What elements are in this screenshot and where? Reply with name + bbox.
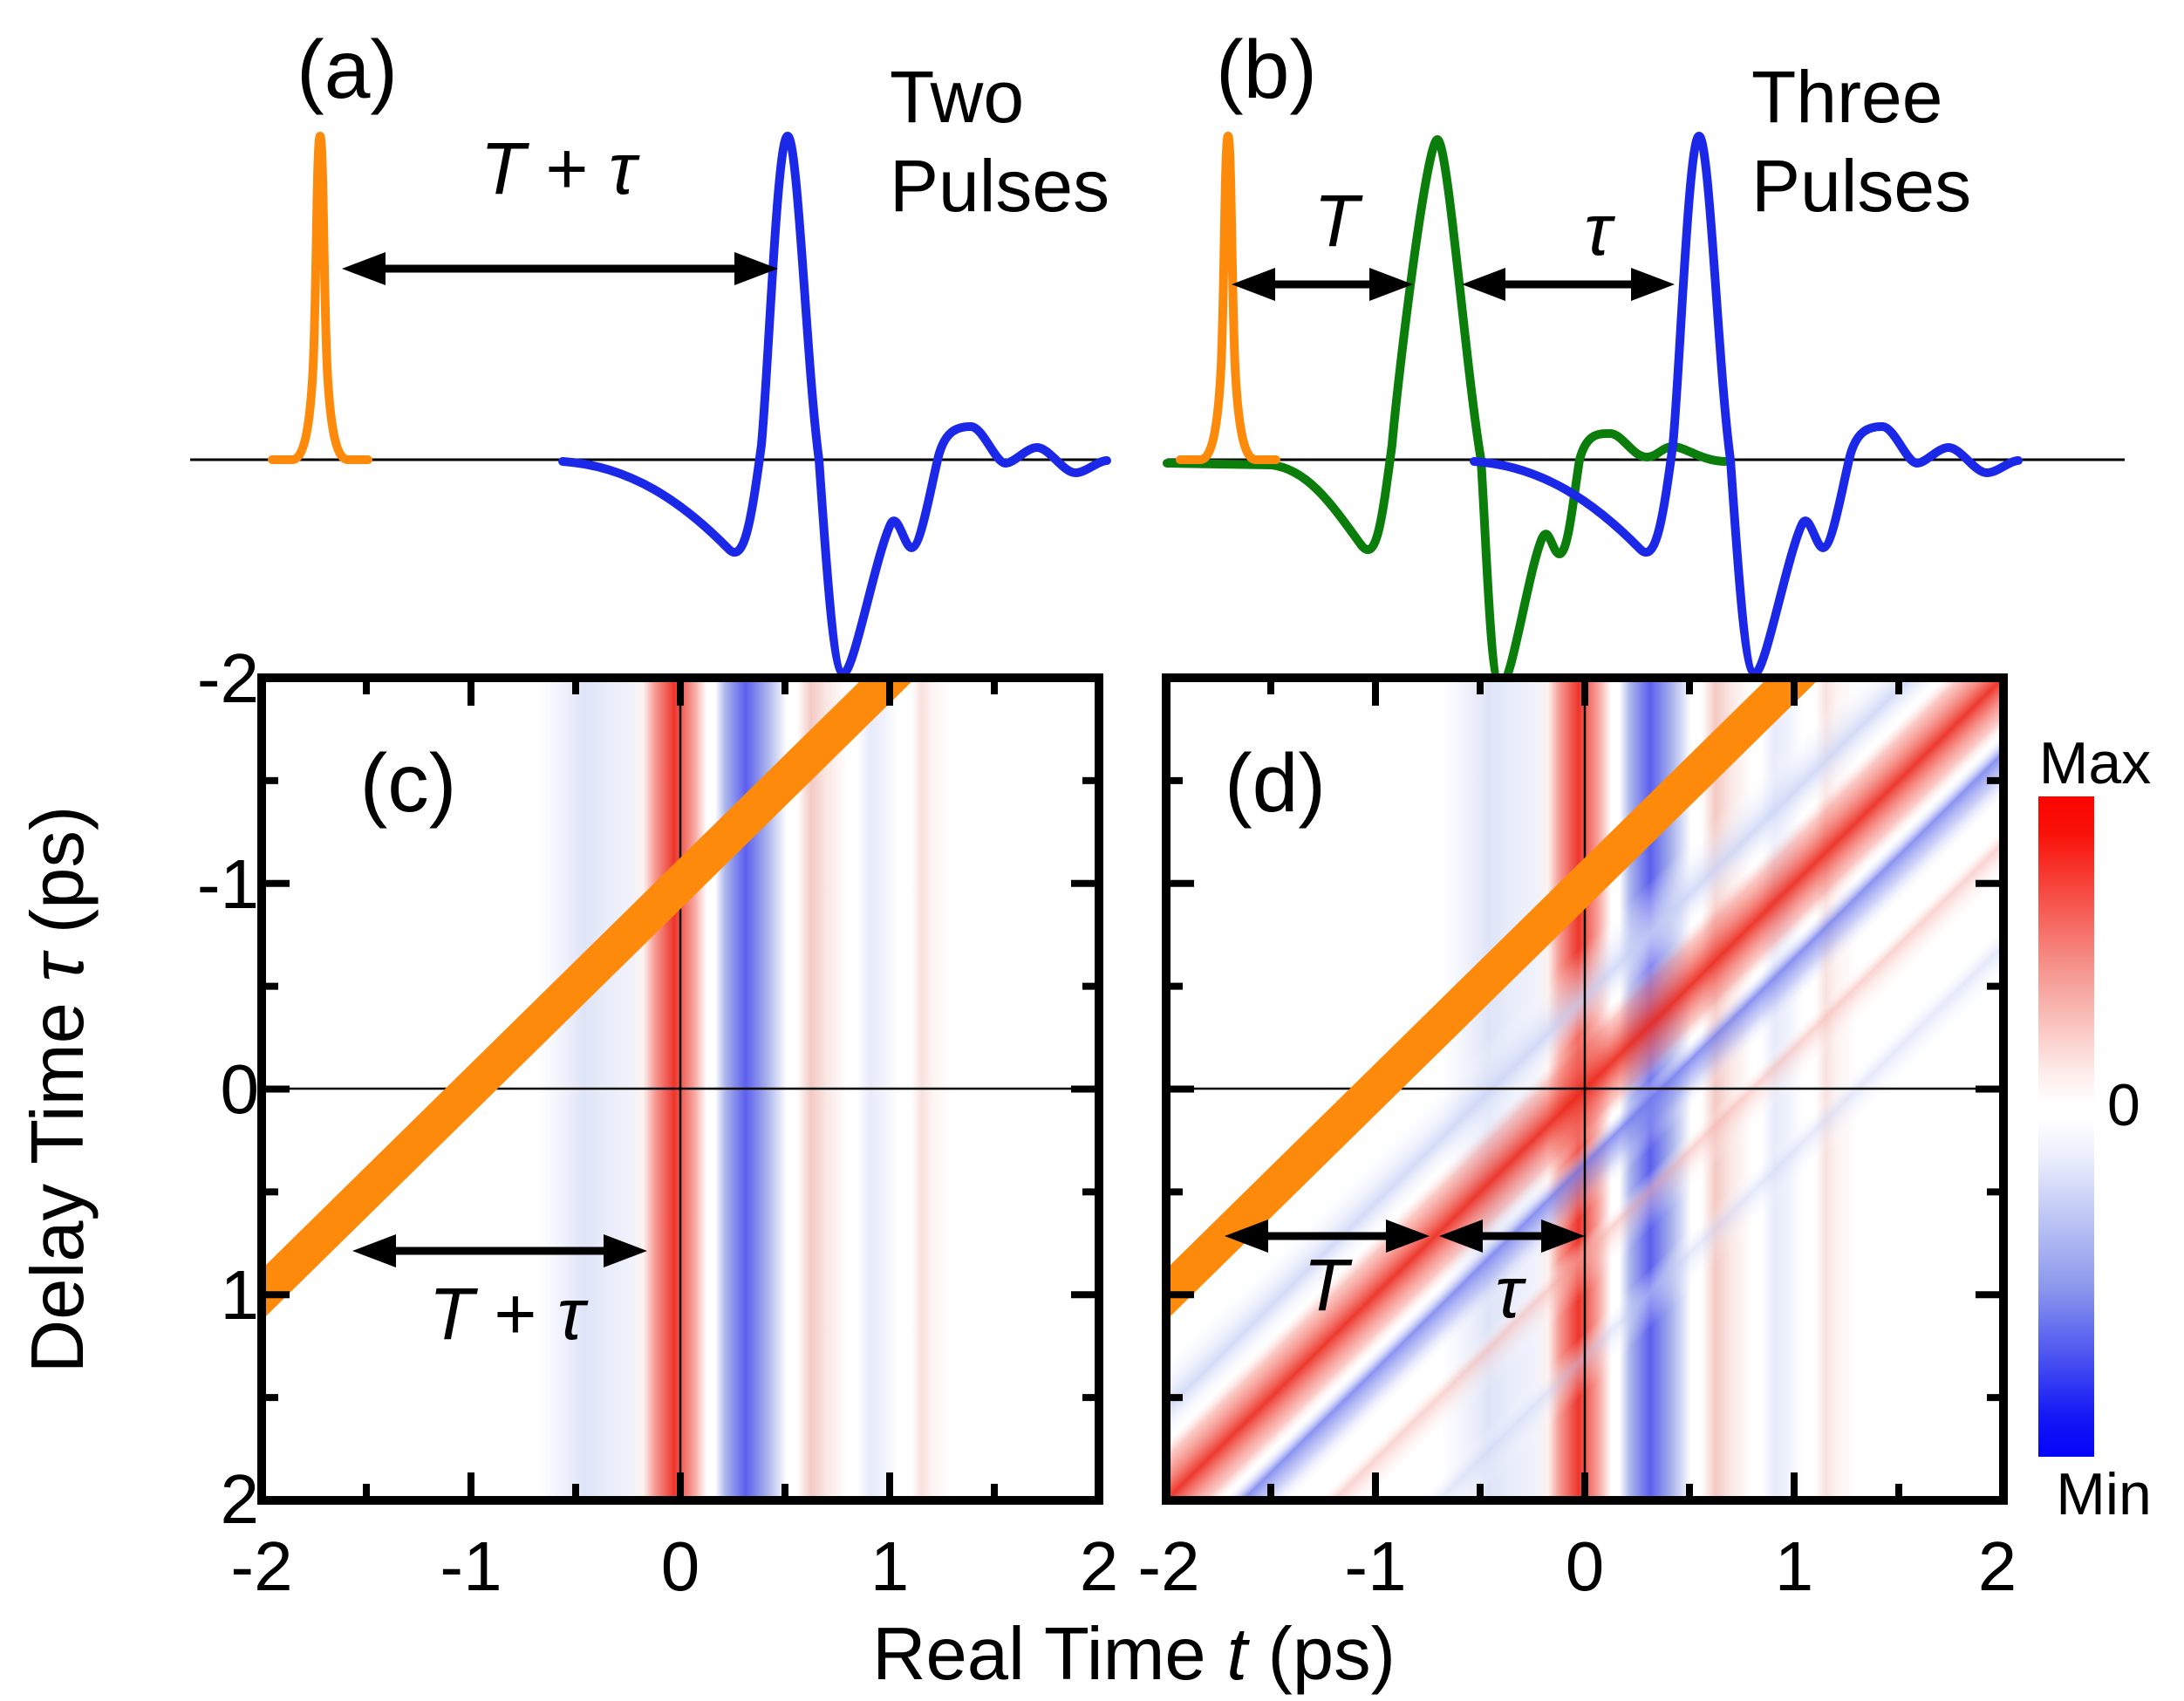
delay-arrow-c — [352, 1234, 647, 1267]
gate-pulse-curve-b — [1180, 136, 1276, 460]
panel-b-title-line2: Pulses — [1751, 145, 1971, 227]
panel-b-tag: (b) — [1216, 24, 1317, 116]
x-tick-label: -2 — [1137, 1527, 1199, 1605]
frame-d — [1162, 673, 2008, 1505]
colorbar: Max 0 Min — [2038, 730, 2152, 1527]
x-tick-label: 0 — [661, 1527, 700, 1605]
colorbar-max-label: Max — [2039, 730, 2151, 796]
delay-tau-label-d: τ — [1495, 1251, 1526, 1333]
y-tick-label: 0 — [221, 1050, 260, 1128]
x-tick-label: -1 — [1344, 1527, 1406, 1605]
delay-tau-arrow-b — [1462, 268, 1675, 301]
x-tick-label: 1 — [870, 1527, 910, 1605]
panel-a-tag: (a) — [297, 24, 398, 116]
y-axis-title: Delay Time τ (ps) — [17, 806, 99, 1374]
delay-arrow-a — [342, 252, 778, 285]
x-axis-tick-labels-c: -2 -1 0 1 2 — [230, 1527, 1118, 1605]
delay-T-arrow-d — [1225, 1219, 1430, 1253]
panel-d-tag: (d) — [1225, 737, 1326, 830]
y-axis-tick-labels: -2 -1 0 1 2 — [197, 639, 259, 1538]
y-tick-label: 1 — [221, 1256, 260, 1334]
x-tick-label: 2 — [1080, 1527, 1119, 1605]
panel-a-title-line2: Pulses — [890, 145, 1109, 227]
colorbar-negative-half — [2038, 1122, 2094, 1457]
delay-T-label-b: T — [1314, 180, 1363, 262]
gate-line-d — [1166, 678, 1820, 1321]
x-axis-tick-labels-d: -2 -1 0 1 2 — [1137, 1527, 2017, 1605]
pump-pulse-curve-b — [1163, 135, 1730, 690]
x-tick-label: 2 — [1978, 1527, 2017, 1605]
panel-b-title-line1: Three — [1751, 56, 1942, 138]
colorbar-positive-half — [2038, 796, 2094, 1101]
y-tick-label: 2 — [221, 1460, 260, 1538]
panel-a-pulse-diagram: T + τ (a) Two Pulses — [190, 24, 1109, 673]
gate-pulse-curve-a — [272, 136, 368, 460]
heatmap-panel-c: T + τ (c) — [257, 673, 1103, 1505]
y-tick-label: -2 — [197, 639, 259, 717]
panel-a-title-line1: Two — [890, 56, 1024, 138]
x-tick-label: 0 — [1566, 1527, 1605, 1605]
panel-c-tag: (c) — [360, 737, 457, 830]
x-axis-title: Real Time t (ps) — [872, 1613, 1396, 1696]
y-tick-label: -1 — [197, 845, 259, 923]
panel-b-pulse-diagram: T τ (b) Three Pulses — [1163, 24, 2125, 690]
colorbar-min-label: Min — [2056, 1461, 2152, 1527]
frame-c — [257, 673, 1103, 1505]
gate-line-c — [262, 678, 916, 1321]
delay-tau-label-b: τ — [1584, 188, 1615, 270]
x-tick-label: 1 — [1775, 1527, 1814, 1605]
delay-label-c: T + τ — [429, 1273, 589, 1355]
x-tick-label: -1 — [440, 1527, 502, 1605]
x-tick-label: -2 — [230, 1527, 292, 1605]
heatmap-panel-d: T τ (d) — [1162, 673, 2008, 1505]
delay-tau-arrow-d — [1439, 1219, 1585, 1253]
delay-label-a: T + τ — [481, 127, 640, 209]
colorbar-zero-label: 0 — [2107, 1072, 2140, 1138]
delay-T-arrow-b — [1232, 268, 1413, 301]
delay-T-label-d: T — [1303, 1244, 1353, 1326]
